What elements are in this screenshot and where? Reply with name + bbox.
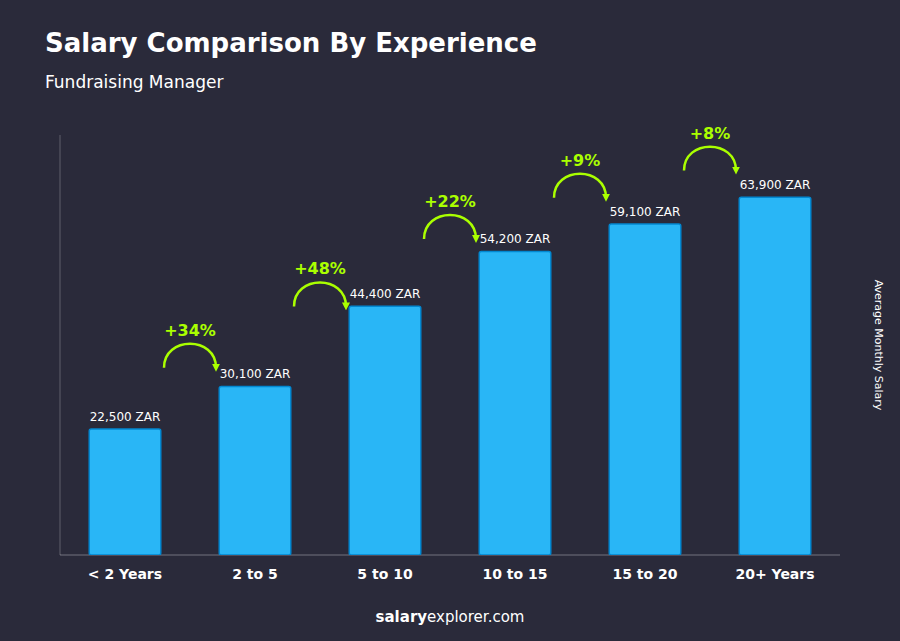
data-label: 30,100 ZAR: [220, 367, 291, 381]
annotation: +48%: [294, 259, 346, 278]
footer-part: salary: [376, 608, 428, 626]
data-label: 44,400 ZAR: [350, 287, 421, 301]
x-axis-line: [60, 555, 840, 556]
arrow: [164, 344, 216, 368]
tick-label: 5 to 10: [357, 566, 413, 582]
tick-label: 20+ Years: [735, 566, 814, 582]
bar: [349, 306, 421, 555]
bar: [739, 197, 811, 555]
footer-part: explorer.com: [427, 608, 524, 626]
bar: [89, 429, 161, 555]
arrow: [424, 215, 476, 239]
data-label: 59,100 ZAR: [610, 205, 681, 219]
y-axis-line: [60, 135, 61, 555]
arrow: [554, 174, 606, 198]
annotation: +8%: [690, 124, 731, 143]
subtitle: Fundraising Manager: [45, 72, 223, 92]
tick-label: 15 to 20: [612, 566, 677, 582]
tick-label: < 2 Years: [88, 566, 162, 582]
tick-label: 10 to 15: [482, 566, 547, 582]
arrow: [684, 147, 736, 171]
data-label: 54,200 ZAR: [480, 232, 551, 246]
bar: [609, 224, 681, 555]
annotation: +22%: [424, 192, 476, 211]
bar: [479, 251, 551, 555]
chart: Salary Comparison By Experience Fundraisi…: [0, 0, 900, 641]
data-label: 22,500 ZAR: [90, 410, 161, 424]
footer: salaryexplorer.com: [376, 608, 525, 626]
bars: [89, 197, 811, 555]
annotation: +9%: [560, 151, 601, 170]
arrow: [294, 282, 346, 306]
tick-label: 2 to 5: [232, 566, 278, 582]
title: Salary Comparison By Experience: [45, 28, 537, 58]
background: [0, 0, 900, 641]
data-label: 63,900 ZAR: [740, 178, 811, 192]
axis-label: Average Monthly Salary: [872, 280, 885, 411]
annotation: +34%: [164, 321, 216, 340]
bar: [219, 386, 291, 555]
